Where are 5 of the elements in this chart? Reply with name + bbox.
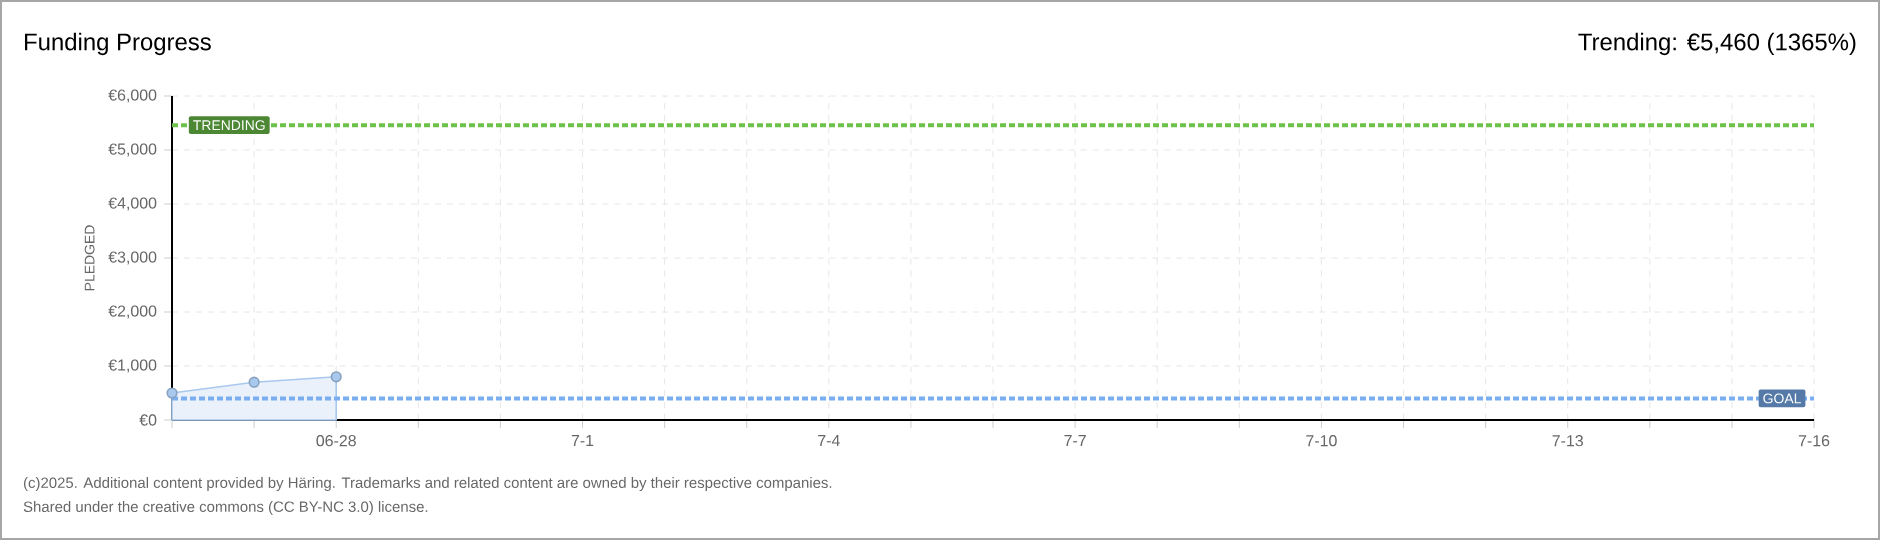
point [166, 387, 178, 399]
point [330, 371, 342, 383]
text: Trending: €5,460 (1365%) [1578, 32, 1856, 56]
point [248, 376, 260, 388]
chart-title: Funding Progress [25, 32, 211, 56]
